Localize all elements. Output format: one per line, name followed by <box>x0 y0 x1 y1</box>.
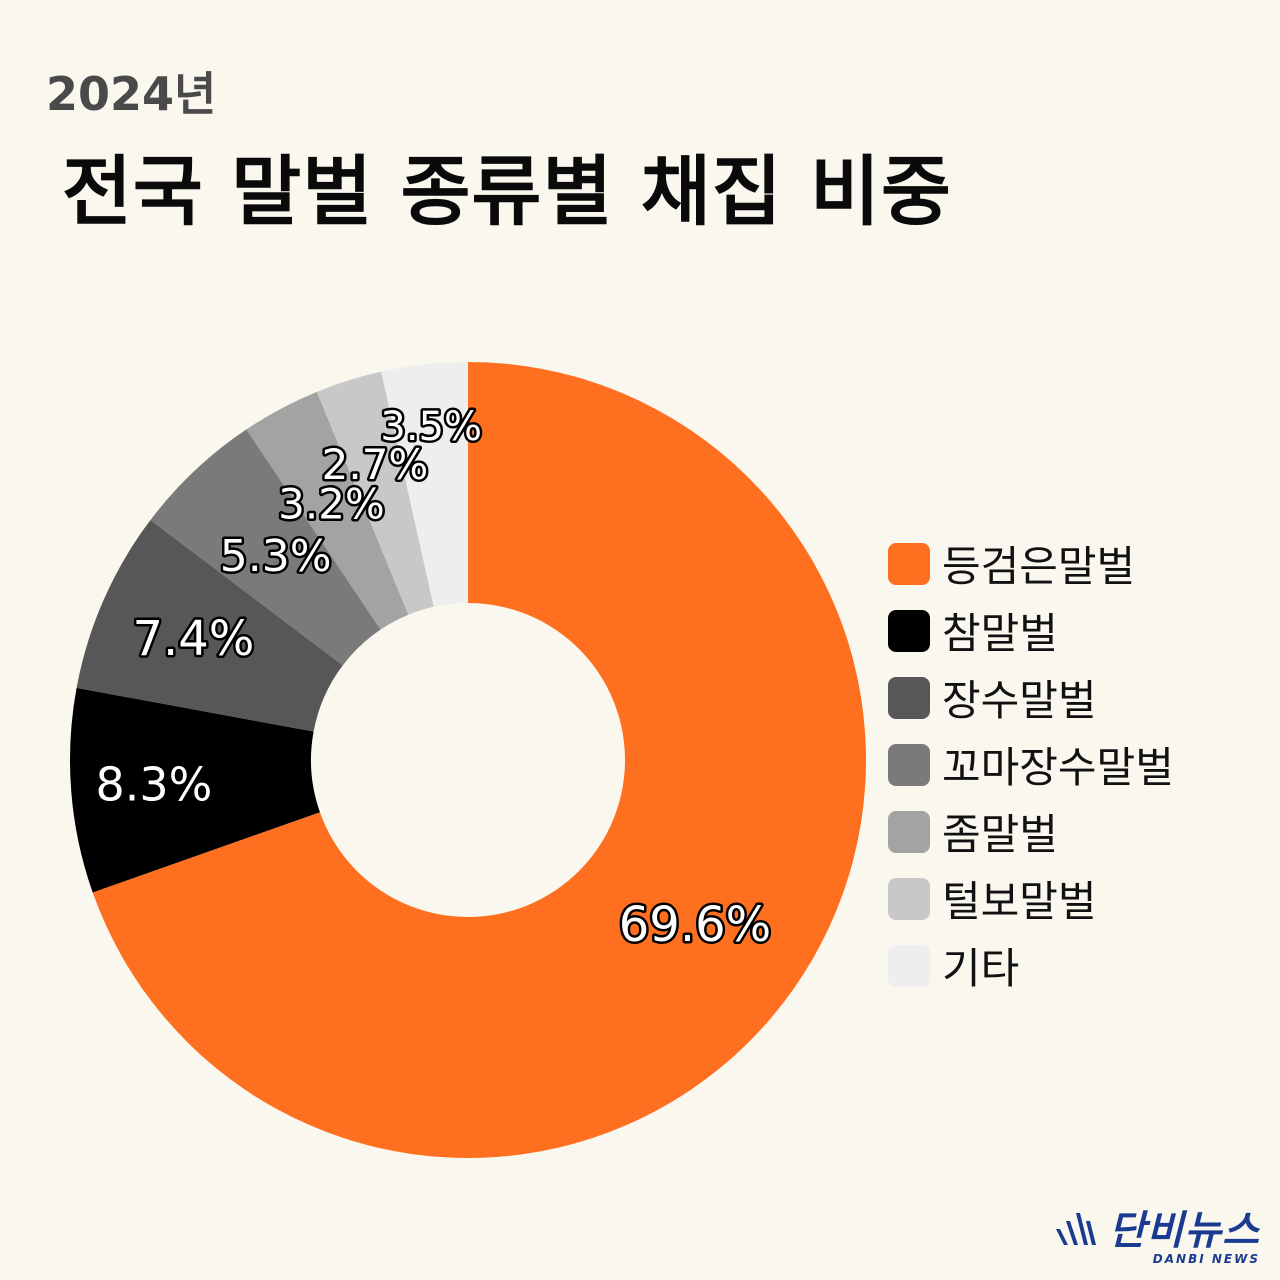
slice-7 <box>381 362 468 607</box>
legend-label: 꼬마장수말벌 <box>942 743 1174 792</box>
slice-6 <box>316 371 434 615</box>
slice-label-1: 69.6% <box>619 897 771 953</box>
slice-labels: 69.6% 8.3% 7.4% 5.3%3.2%2.7%3.5% <box>93 402 774 956</box>
slice-2 <box>69 687 320 893</box>
slice-label-6: 2.7% <box>322 440 429 489</box>
legend-item: 기타 <box>888 932 1174 999</box>
legend-swatch <box>888 609 930 652</box>
slice-1 <box>92 362 867 1158</box>
slice-label-7: 3.5% <box>380 404 482 450</box>
legend-item: 꼬마장수말벌 <box>888 731 1174 798</box>
legend-item: 참말벌 <box>888 597 1174 664</box>
legend-swatch <box>888 542 930 585</box>
slice-label-4: 5.3% <box>220 531 332 582</box>
slice-5 <box>246 391 409 630</box>
legend-swatch <box>888 810 930 853</box>
legend-swatch <box>888 877 930 920</box>
legend-label: 좀말벌 <box>942 810 1058 859</box>
legend-swatch <box>888 944 930 987</box>
legend-label: 장수말벌 <box>942 676 1097 725</box>
brand-logo: 단비뉴스 DANBI NEWS <box>1054 1198 1260 1266</box>
chart-subtitle: 2024년 <box>46 67 217 121</box>
donut-slices <box>69 362 867 1158</box>
legend-label: 기타 <box>942 944 1020 993</box>
slice-label-5: 3.2% <box>278 480 385 529</box>
legend-swatch <box>888 743 930 786</box>
legend-label: 털보말벌 <box>942 877 1097 926</box>
legend-item: 장수말벌 <box>888 664 1174 731</box>
chart-title: 전국 말벌 종류별 채집 비중 <box>62 147 952 236</box>
legend-swatch <box>888 676 930 719</box>
legend-item: 털보말벌 <box>888 865 1174 932</box>
legend-item: 등검은말벌 <box>888 530 1174 597</box>
brand-subtitle: DANBI NEWS <box>1152 1252 1260 1266</box>
slice-label-2: 8.3% <box>96 758 213 812</box>
legend-label: 참말벌 <box>942 609 1058 658</box>
legend-item: 좀말벌 <box>888 798 1174 865</box>
brand-mark-icon <box>1055 1213 1096 1245</box>
slice-label-3: 7.4% <box>132 611 254 667</box>
slice-4 <box>150 429 381 666</box>
legend-label: 등검은말벌 <box>942 542 1136 591</box>
brand-name: 단비뉴스 <box>1108 1208 1260 1254</box>
slice-3 <box>76 520 343 732</box>
